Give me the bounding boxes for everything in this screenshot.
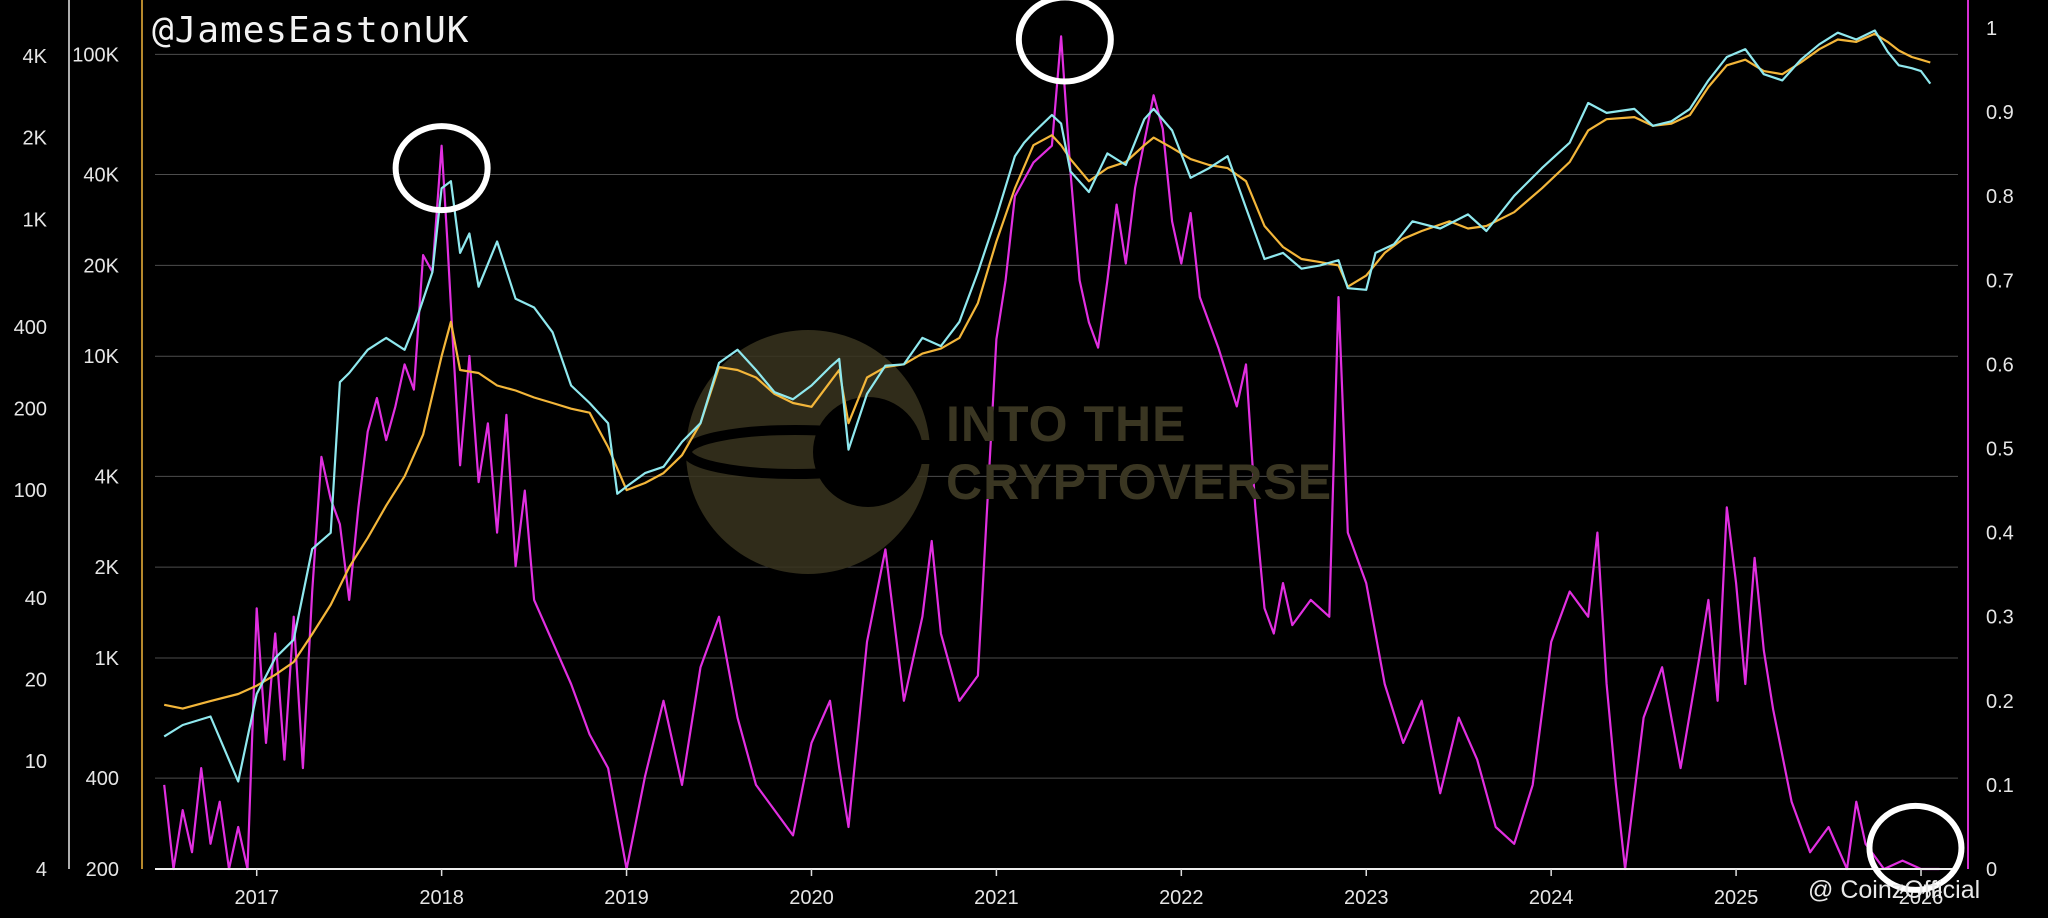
y-left-inner-tick-label: 1K (95, 648, 120, 670)
tick-labels: 100K40K20K10K4K2K1K4002004K2K1K400200100… (14, 18, 2014, 909)
y-left-inner-tick-label: 200 (86, 859, 119, 881)
y-left-outer-tick-label: 20 (25, 670, 47, 692)
y-left-inner-tick-label: 40K (83, 164, 119, 186)
y-right-tick-label: 0.4 (1986, 523, 2014, 545)
y-left-outer-tick-label: 1K (23, 209, 48, 231)
x-tick-label: 2022 (1159, 887, 1204, 909)
y-left-outer-tick-label: 40 (25, 588, 47, 610)
y-left-inner-tick-label: 2K (95, 557, 120, 579)
y-left-outer-tick-label: 100 (14, 480, 47, 502)
y-right-tick-label: 0.1 (1986, 775, 2014, 797)
y-left-outer-tick-label: 4 (36, 859, 47, 881)
series-lines (163, 29, 1940, 871)
x-tick-label: 2018 (419, 887, 464, 909)
y-right-tick-label: 0.7 (1986, 270, 2014, 292)
y-right-tick-label: 0.2 (1986, 691, 2014, 713)
y-left-inner-tick-label: 20K (83, 255, 119, 277)
realized-series-line (163, 32, 1931, 710)
x-tick-label: 2019 (604, 887, 649, 909)
x-tick-label: 2020 (789, 887, 834, 909)
source-credit: @ CoinzOfficial (1808, 876, 1981, 904)
watermark-text: INTO THE CRYPTOVERSE (946, 395, 1332, 511)
watermark-line-1: INTO THE (946, 396, 1187, 452)
y-left-outer-tick-label: 2K (23, 128, 48, 150)
y-right-tick-label: 0.9 (1986, 102, 2014, 124)
x-tick-label: 2023 (1344, 887, 1389, 909)
y-left-inner-tick-label: 100K (72, 44, 119, 66)
annotation-circles (392, 0, 1965, 893)
y-left-outer-tick-label: 4K (23, 46, 48, 68)
author-handle: @JamesEastonUK (152, 10, 470, 51)
x-tick-label: 2021 (974, 887, 1019, 909)
highlight-circle (1015, 0, 1114, 85)
y-left-outer-tick-label: 200 (14, 399, 47, 421)
x-tick-label: 2017 (234, 887, 279, 909)
y-right-tick-label: 1 (1986, 18, 1997, 40)
price-series-line (163, 29, 1932, 783)
y-right-tick-label: 0 (1986, 859, 1997, 881)
x-tick-label: 2025 (1714, 887, 1759, 909)
y-right-tick-label: 0.5 (1986, 439, 2014, 461)
risk-series-line (163, 35, 1940, 871)
y-left-inner-tick-label: 10K (83, 346, 119, 368)
y-right-tick-label: 0.6 (1986, 354, 2014, 376)
y-right-tick-label: 0.8 (1986, 186, 2014, 208)
y-left-outer-tick-label: 10 (25, 751, 47, 773)
highlight-circle (392, 123, 491, 214)
x-tick-label: 2024 (1529, 887, 1574, 909)
y-left-outer-tick-label: 400 (14, 317, 47, 339)
y-right-tick-label: 0.3 (1986, 607, 2014, 629)
y-left-inner-tick-label: 400 (86, 768, 119, 790)
chart-axes (68, 0, 1969, 870)
highlight-circle (1866, 802, 1965, 893)
watermark-line-2: CRYPTOVERSE (946, 454, 1333, 510)
y-left-inner-tick-label: 4K (95, 466, 120, 488)
